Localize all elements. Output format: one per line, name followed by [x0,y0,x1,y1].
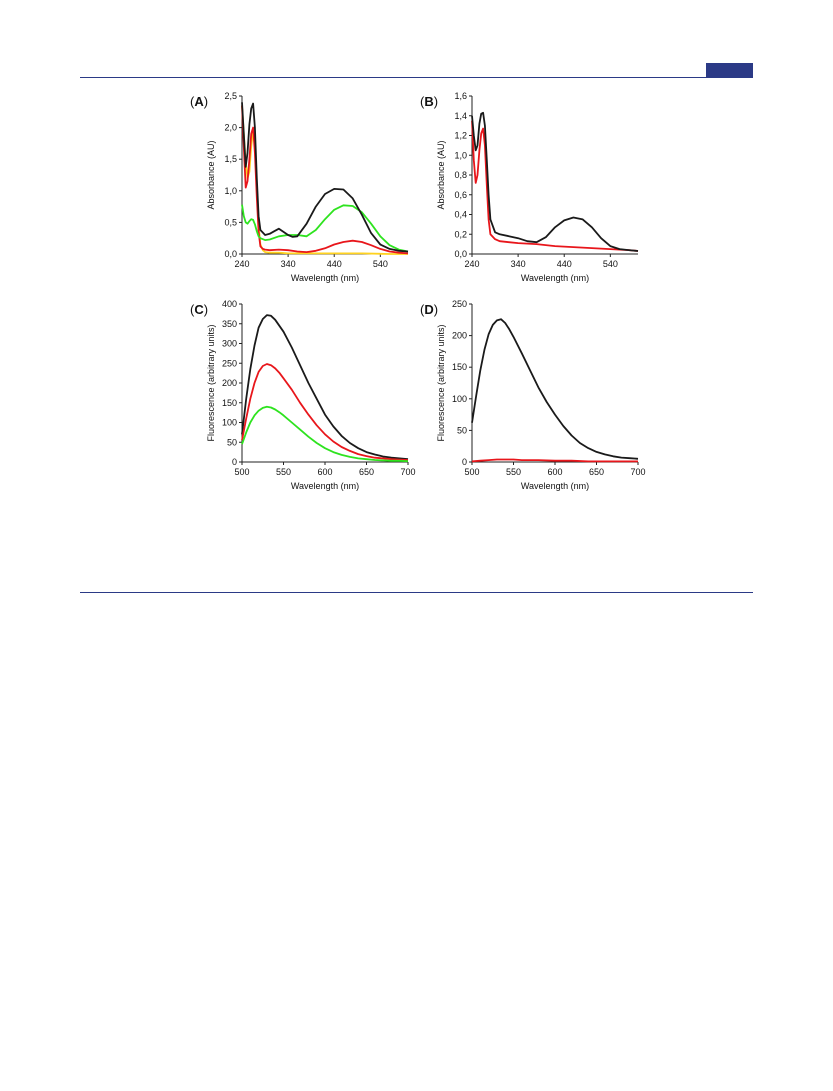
absorbance-chart-b: (B) 0,0 0,2 0,4 0,6 0,8 1,0 1,2 1,4 1,6 240 340 440 5… [420,91,639,283]
y-tick-label: 1,6 [454,91,467,101]
y-tick-label: 250 [452,299,467,309]
y-tick-label: 2,0 [224,123,237,133]
x-tick-label: 540 [603,259,618,269]
y-tick-label: 50 [227,437,237,447]
fluorescence-chart-d: (D) 0 50 100 150 200 250 500 550 600 650 700 Wavelen… [420,299,646,491]
chart-panel-d: (D) 0 50 100 150 200 250 500 550 600 650 700 Wavelen… [390,294,650,494]
y-axis-title: Fluorescence (arbitrary units) [206,324,216,441]
y-tick-label: 1,4 [454,111,467,121]
series-line-3 [241,204,409,253]
y-tick-label: 300 [222,339,237,349]
panel-label-d: (D) [420,302,438,317]
header-accent-tab [706,63,753,77]
x-tick-label: 550 [506,467,521,477]
x-tick-label: 700 [630,467,645,477]
y-tick-label: 1,0 [224,186,237,196]
absorbance-chart-a: (A) 0,0 0,5 1,0 1,5 2,0 2,5 240 340 440 540 Wavelen… [190,91,409,283]
x-tick-label: 700 [400,467,415,477]
y-tick-label: 350 [222,319,237,329]
y-axis-title: Fluorescence (arbitrary units) [436,324,446,441]
x-tick-label: 650 [359,467,374,477]
y-axis-title: Absorbance (AU) [206,140,216,209]
x-axis-title: Wavelength (nm) [291,273,359,283]
y-tick-label: 0,8 [454,170,467,180]
x-axis-title: Wavelength (nm) [521,481,589,491]
x-tick-label: 440 [327,259,342,269]
y-tick-label: 0,2 [454,229,467,239]
y-tick-label: 0,6 [454,190,467,200]
bottom-divider [80,592,753,593]
y-tick-label: 150 [452,362,467,372]
series-line-2 [241,105,409,255]
chart-panel-b: (B) 0,0 0,2 0,4 0,6 0,8 1,0 1,2 1,4 1,6 240 340 440 5… [390,86,650,286]
y-tick-label: 0,0 [224,249,237,259]
x-tick-label: 240 [234,259,249,269]
x-tick-label: 240 [464,259,479,269]
x-tick-label: 600 [317,467,332,477]
series-line-2 [471,111,639,252]
y-tick-label: 400 [222,299,237,309]
y-tick-label: 0,5 [224,217,237,227]
series-line-1 [241,105,408,255]
series-line-2 [241,363,409,461]
panel-label-a: (A) [190,94,208,109]
top-divider [80,77,753,78]
y-tick-label: 100 [222,418,237,428]
y-tick-label: 1,0 [454,150,467,160]
y-tick-label: 250 [222,358,237,368]
y-tick-label: 1,5 [224,154,237,164]
y-tick-label: 1,2 [454,131,467,141]
fluorescence-chart-c: (C) 0 50 100 150 200 250 300 350 400 500 550 600 650 7… [190,299,416,491]
y-tick-label: 0,0 [454,249,467,259]
series-line-1 [471,120,639,252]
series-line-2 [471,458,638,463]
y-tick-label: 50 [457,425,467,435]
y-tick-label: 2,5 [224,91,237,101]
x-tick-label: 600 [547,467,562,477]
y-tick-label: 200 [452,331,467,341]
y-tick-label: 150 [222,398,237,408]
x-tick-label: 500 [464,467,479,477]
y-tick-label: 0 [462,457,467,467]
series-line-1 [471,318,639,460]
chart-panel-a: (A) 0,0 0,5 1,0 1,5 2,0 2,5 240 340 440 540 Wavelen… [160,86,420,286]
x-tick-label: 340 [511,259,526,269]
y-tick-label: 0,4 [454,210,467,220]
series-line-1 [241,314,409,461]
x-tick-label: 440 [557,259,572,269]
y-tick-label: 200 [222,378,237,388]
series-line-3 [241,405,409,463]
chart-panel-c: (C) 0 50 100 150 200 250 300 350 400 500 550 600 650 7… [160,294,420,494]
y-axis-title: Absorbance (AU) [436,140,446,209]
x-axis-title: Wavelength (nm) [291,481,359,491]
y-tick-label: 100 [452,394,467,404]
x-axis-title: Wavelength (nm) [521,273,589,283]
panel-label-c: (C) [190,302,208,317]
series-line-4 [241,102,409,253]
x-tick-label: 650 [589,467,604,477]
x-tick-label: 550 [276,467,291,477]
y-tick-label: 0 [232,457,237,467]
x-tick-label: 540 [373,259,388,269]
x-tick-label: 500 [234,467,249,477]
panel-label-b: (B) [420,94,438,109]
x-tick-label: 340 [281,259,296,269]
